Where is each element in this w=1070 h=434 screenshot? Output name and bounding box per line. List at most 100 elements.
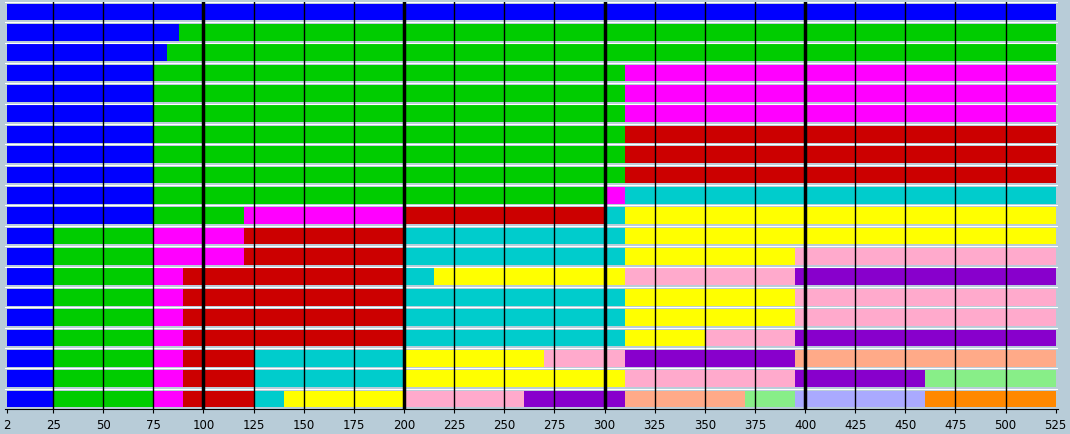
Bar bbox=[254, 391, 284, 408]
Bar bbox=[605, 208, 625, 224]
Bar bbox=[795, 391, 926, 408]
Bar bbox=[6, 269, 54, 286]
Bar bbox=[183, 269, 404, 286]
Bar bbox=[54, 269, 153, 286]
Bar bbox=[153, 289, 183, 306]
Bar bbox=[6, 350, 54, 367]
Bar bbox=[625, 391, 745, 408]
Bar bbox=[54, 350, 153, 367]
Bar bbox=[625, 167, 795, 184]
Bar bbox=[6, 391, 54, 408]
Bar bbox=[926, 371, 1056, 387]
Bar bbox=[625, 330, 705, 346]
Bar bbox=[524, 391, 625, 408]
Bar bbox=[545, 350, 625, 367]
Bar bbox=[795, 269, 1056, 286]
Bar bbox=[705, 86, 1056, 102]
Bar bbox=[625, 66, 1056, 82]
Bar bbox=[6, 25, 180, 42]
Bar bbox=[244, 249, 404, 265]
Bar bbox=[625, 228, 795, 245]
Bar bbox=[795, 330, 1056, 346]
Bar bbox=[795, 208, 1056, 224]
Bar bbox=[6, 208, 153, 224]
Bar bbox=[625, 269, 795, 286]
Bar bbox=[625, 289, 795, 306]
Bar bbox=[153, 187, 605, 204]
Bar bbox=[153, 309, 183, 326]
Bar bbox=[625, 127, 795, 143]
Bar bbox=[404, 309, 625, 326]
Bar bbox=[183, 289, 404, 306]
Bar bbox=[254, 350, 404, 367]
Bar bbox=[167, 45, 1056, 62]
Bar bbox=[6, 249, 54, 265]
Bar bbox=[153, 127, 625, 143]
Bar bbox=[795, 309, 1056, 326]
Bar bbox=[795, 249, 1056, 265]
Bar bbox=[153, 66, 625, 82]
Bar bbox=[404, 269, 434, 286]
Bar bbox=[153, 249, 244, 265]
Bar bbox=[404, 289, 625, 306]
Bar bbox=[404, 371, 625, 387]
Bar bbox=[6, 66, 153, 82]
Bar bbox=[795, 289, 1056, 306]
Bar bbox=[625, 309, 795, 326]
Bar bbox=[625, 371, 795, 387]
Bar bbox=[926, 391, 1056, 408]
Bar bbox=[404, 391, 524, 408]
Bar bbox=[183, 330, 404, 346]
Bar bbox=[153, 330, 183, 346]
Bar bbox=[6, 106, 153, 123]
Bar bbox=[605, 187, 625, 204]
Bar bbox=[625, 106, 1056, 123]
Bar bbox=[795, 228, 1056, 245]
Bar bbox=[404, 208, 605, 224]
Bar bbox=[625, 350, 795, 367]
Bar bbox=[795, 127, 1056, 143]
Bar bbox=[745, 391, 795, 408]
Bar bbox=[54, 391, 153, 408]
Bar bbox=[244, 208, 404, 224]
Bar bbox=[6, 147, 153, 164]
Bar bbox=[153, 391, 183, 408]
Bar bbox=[153, 350, 183, 367]
Bar bbox=[795, 187, 1056, 204]
Bar bbox=[705, 330, 795, 346]
Bar bbox=[153, 147, 625, 164]
Bar bbox=[625, 187, 795, 204]
Bar bbox=[54, 228, 153, 245]
Bar bbox=[54, 330, 153, 346]
Bar bbox=[795, 371, 926, 387]
Bar bbox=[183, 309, 404, 326]
Bar bbox=[6, 167, 153, 184]
Bar bbox=[404, 350, 545, 367]
Bar bbox=[6, 5, 1056, 21]
Bar bbox=[625, 147, 795, 164]
Bar bbox=[180, 25, 1056, 42]
Bar bbox=[6, 86, 153, 102]
Bar bbox=[6, 371, 54, 387]
Bar bbox=[404, 228, 625, 245]
Bar bbox=[625, 86, 705, 102]
Bar bbox=[54, 249, 153, 265]
Bar bbox=[153, 167, 625, 184]
Bar bbox=[795, 147, 1056, 164]
Bar bbox=[625, 208, 795, 224]
Bar bbox=[183, 391, 254, 408]
Bar bbox=[54, 309, 153, 326]
Bar bbox=[404, 249, 625, 265]
Bar bbox=[54, 371, 153, 387]
Bar bbox=[183, 371, 254, 387]
Bar bbox=[254, 371, 404, 387]
Bar bbox=[54, 289, 153, 306]
Bar bbox=[153, 228, 244, 245]
Bar bbox=[153, 371, 183, 387]
Bar bbox=[6, 187, 153, 204]
Bar bbox=[6, 330, 54, 346]
Bar bbox=[153, 106, 625, 123]
Bar bbox=[625, 249, 795, 265]
Bar bbox=[6, 45, 167, 62]
Bar bbox=[244, 228, 404, 245]
